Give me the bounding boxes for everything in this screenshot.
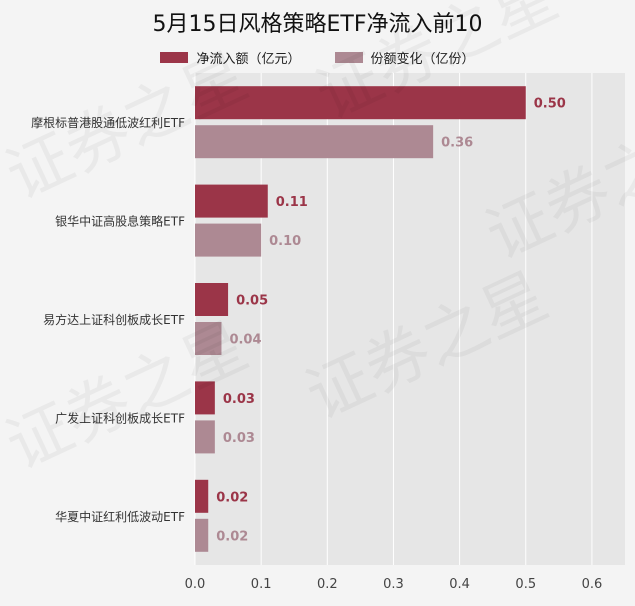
data-label-net-inflow: 0.11	[276, 195, 308, 210]
bar-share-change	[195, 125, 434, 159]
category-label: 摩根标普港股通低波红利ETF	[31, 115, 185, 130]
bar-share-change	[195, 223, 262, 257]
category-label: 华夏中证红利低波动ETF	[55, 509, 185, 524]
legend-swatch-net-inflow	[160, 52, 189, 63]
legend-label-net-inflow: 净流入额（亿元）	[196, 52, 301, 67]
bar-net-inflow	[195, 283, 229, 316]
data-label-share-change: 0.02	[216, 529, 248, 544]
data-label-share-change: 0.10	[269, 234, 301, 249]
data-label-net-inflow: 0.50	[534, 97, 566, 112]
x-tick-label: 0.2	[317, 577, 338, 592]
category-label: 易方达上证科创板成长ETF	[43, 312, 185, 327]
data-label-net-inflow: 0.03	[223, 392, 255, 407]
data-label-share-change: 0.03	[223, 431, 255, 446]
data-label-net-inflow: 0.02	[216, 490, 248, 505]
x-tick-label: 0.4	[449, 577, 470, 592]
bar-share-change	[195, 322, 222, 355]
bar-net-inflow	[195, 381, 215, 415]
data-label-share-change: 0.36	[441, 136, 473, 151]
category-label: 广发上证科创板成长ETF	[55, 410, 185, 425]
chart-title: 5月15日风格策略ETF净流入前10	[152, 12, 483, 37]
legend: 净流入额（亿元） 份额变化（亿份）	[0, 48, 635, 67]
bar-net-inflow	[195, 479, 209, 513]
bar-share-change	[195, 420, 215, 454]
x-tick-label: 0.0	[185, 577, 206, 592]
legend-item-net-inflow: 净流入额（亿元）	[160, 48, 301, 67]
legend-item-share-change: 份额变化（亿份）	[334, 48, 475, 67]
data-label-share-change: 0.04	[229, 333, 261, 348]
x-tick-label: 0.6	[582, 577, 603, 592]
category-label: 银华中证高股息策略ETF	[55, 214, 185, 229]
bar-share-change	[195, 518, 209, 552]
legend-label-share-change: 份额变化（亿份）	[370, 52, 475, 67]
x-tick-label: 0.5	[515, 577, 536, 592]
bar-net-inflow	[195, 86, 526, 120]
x-tick-label: 0.3	[383, 577, 404, 592]
bar-net-inflow	[195, 184, 268, 218]
x-tick-label: 0.1	[251, 577, 272, 592]
data-label-net-inflow: 0.05	[236, 294, 268, 309]
legend-swatch-share-change	[334, 52, 363, 63]
